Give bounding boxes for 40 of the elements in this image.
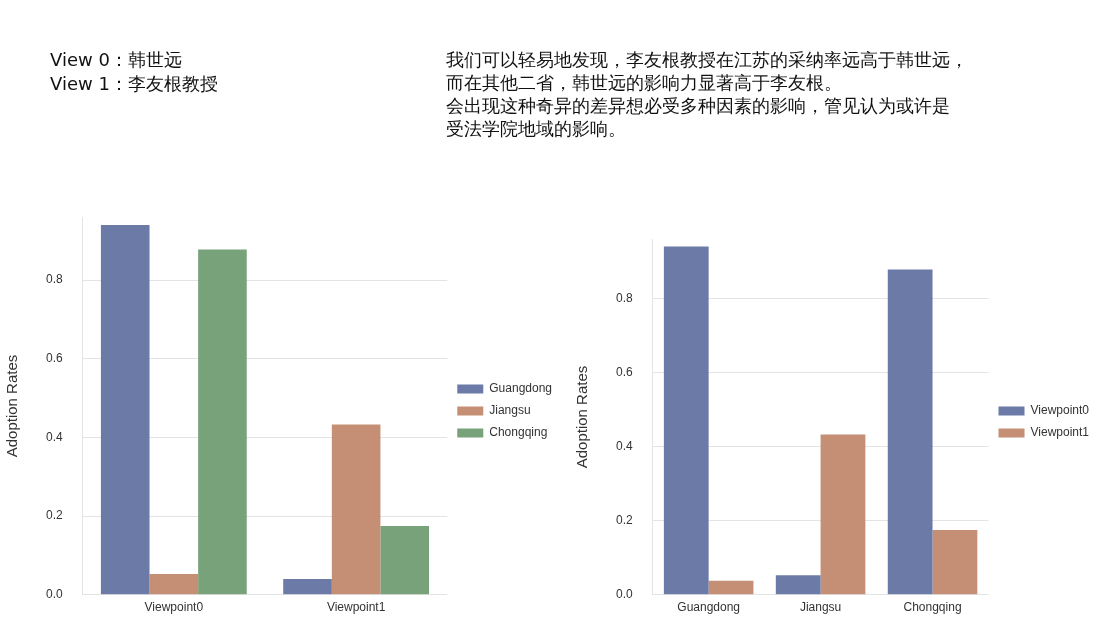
bar [663,246,709,595]
y-tick-label: 0.4 [615,438,633,453]
bar [775,575,821,595]
text: 而在其他二省，韩世远的影响力显著高于李友根。 [446,71,843,94]
y-axis-title: Adoption Rates [573,365,591,469]
y-axis-title: Adoption Rates [3,354,21,458]
legend-label: Viewpoint0 [1030,403,1090,418]
bar [100,225,150,595]
legend-label: Guangdong [489,381,553,396]
x-tick-label: Guangdong [677,600,741,615]
y-tick-label: 0.4 [45,429,63,444]
bar [283,579,332,595]
text: 受法学院地域的影响。 [446,117,627,140]
bar [932,529,978,595]
text: 会出现这种奇异的差异想必受多种因素的影响，管见认为或许是 [446,94,951,117]
bar [331,424,381,595]
bar [820,434,866,595]
text: View 0：韩世远 [50,48,183,72]
bar [198,249,247,595]
bar [380,525,430,595]
legend-label: Viewpoint1 [1030,425,1090,440]
x-tick-label: Viewpoint1 [326,600,386,615]
bar [149,573,199,595]
y-tick-label: 0.6 [45,351,63,366]
y-tick-label: 0.0 [615,587,633,602]
x-tick-label: Chongqing [903,600,962,615]
y-tick-label: 0.6 [615,364,633,379]
y-tick-label: 0.0 [45,587,63,602]
y-tick-label: 0.2 [615,513,633,528]
text: 我们可以轻易地发现，李友根教授在江苏的采纳率远高于韩世远， [446,48,968,71]
y-tick-label: 0.8 [45,272,63,287]
legend-label: Chongqing [489,425,548,440]
x-tick-label: Viewpoint0 [144,600,204,615]
bar [708,580,754,595]
bar [887,269,933,595]
y-tick-label: 0.8 [615,290,633,305]
x-tick-label: Jiangsu [799,600,842,615]
legend-label: Jiangsu [489,403,531,418]
text: View 1：李友根教授 [50,72,218,96]
y-tick-label: 0.2 [45,508,63,523]
